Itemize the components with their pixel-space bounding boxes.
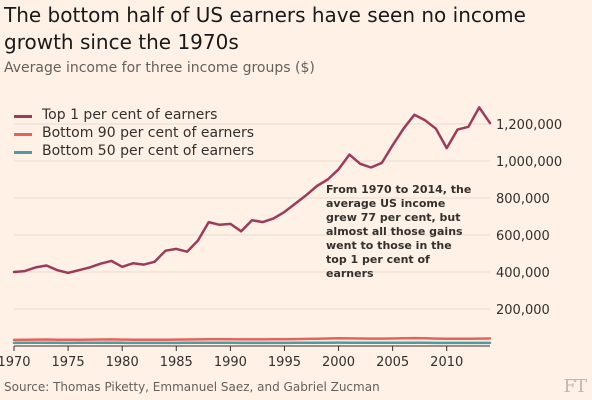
x-tick-label: 1980 bbox=[106, 355, 139, 370]
x-tick-label: 1970 bbox=[0, 355, 31, 370]
y-tick-label: 200,000 bbox=[496, 303, 550, 318]
y-tick-label: 1,000,000 bbox=[496, 155, 562, 170]
source-note: Source: Thomas Piketty, Emmanuel Saez, a… bbox=[4, 380, 380, 394]
ft-logo: FT bbox=[563, 376, 587, 397]
legend-swatch-top1 bbox=[14, 115, 32, 118]
grid-lines bbox=[14, 123, 490, 347]
y-tick-label: 600,000 bbox=[496, 229, 550, 244]
x-tick-label: 1995 bbox=[268, 355, 301, 370]
x-axis-tick-labels: 1970 1975 1980 1985 1990 1995 2000 2005 2010 bbox=[0, 355, 463, 370]
y-tick-label: 400,000 bbox=[496, 266, 550, 281]
legend-label-bottom90: Bottom 90 per cent of earners bbox=[42, 125, 255, 141]
x-tick-label: 2010 bbox=[430, 355, 463, 370]
x-tick-label: 1990 bbox=[214, 355, 247, 370]
y-axis-tick-labels: 200,000 400,000 600,000 800,000 1,000,000 1,2… bbox=[496, 118, 562, 318]
chart-title: The bottom half of US earners have seen … bbox=[4, 3, 526, 54]
chart-subtitle: Average income for three income groups (… bbox=[4, 60, 315, 76]
y-tick-label: 800,000 bbox=[496, 192, 550, 207]
chart-annotation: From 1970 to 2014, the average US income… bbox=[326, 183, 472, 280]
x-tick-label: 1975 bbox=[52, 355, 85, 370]
x-tick-label: 2000 bbox=[322, 355, 355, 370]
x-tick-label: 2005 bbox=[376, 355, 409, 370]
x-axis-tick-marks bbox=[13, 346, 448, 351]
x-tick-label: 1985 bbox=[160, 355, 193, 370]
series-line-bottom90 bbox=[12, 336, 492, 342]
y-tick-label: 1,200,000 bbox=[496, 118, 562, 133]
series-lines bbox=[12, 106, 492, 345]
series-line-top1 bbox=[12, 106, 492, 275]
legend-label-bottom50: Bottom 50 per cent of earners bbox=[42, 143, 255, 159]
legend-label-top1: Top 1 per cent of earners bbox=[42, 107, 218, 123]
legend-swatch-bottom50 bbox=[14, 151, 32, 154]
legend-swatch-bottom90 bbox=[14, 133, 32, 136]
